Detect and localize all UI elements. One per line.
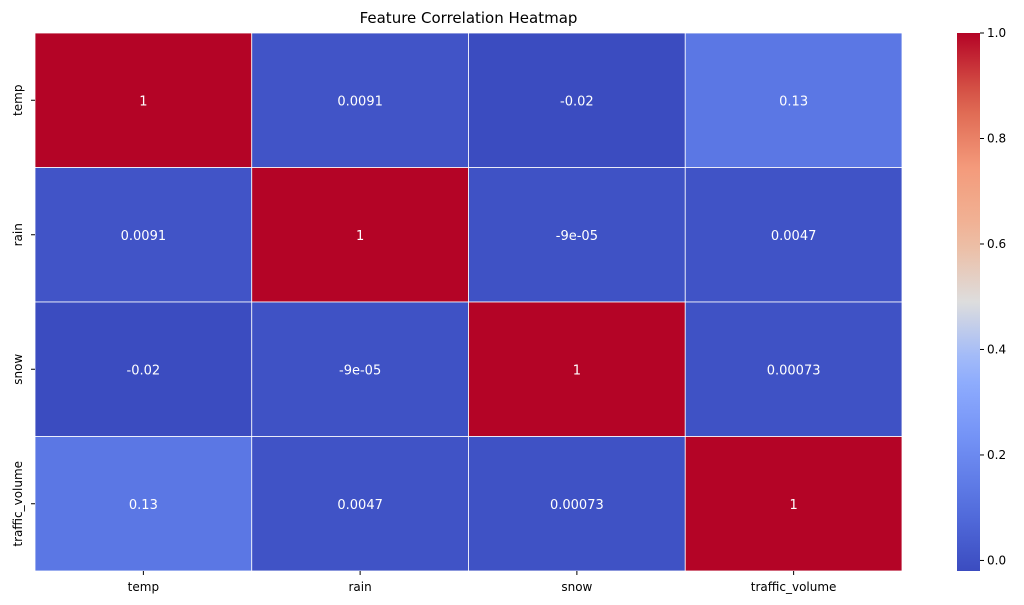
heatmap-cell (251, 301, 469, 437)
colorbar-tick-label: 0.6 (987, 237, 1006, 251)
x-tick-label: traffic_volume (751, 580, 837, 594)
y-tick-label: rain (11, 223, 25, 246)
cell-value-label: 1 (789, 498, 797, 513)
cell-value-label: 0.0091 (337, 94, 383, 109)
x-tick-label: rain (349, 580, 372, 594)
y-tick-label: traffic_volume (11, 461, 25, 547)
cell-value-label: 1 (356, 229, 364, 244)
colorbar-tick-label: 0.0 (987, 553, 1006, 567)
colorbar-gradient (957, 33, 980, 571)
y-axis: temp rain snow traffic_volume (11, 85, 35, 547)
chart-title: Feature Correlation Heatmap (360, 9, 578, 27)
heatmap-cell (34, 32, 253, 168)
heatmap-cell (251, 32, 469, 168)
heatmap-cell (251, 436, 469, 572)
x-axis: temp rain snow traffic_volume (128, 571, 837, 594)
heatmap-cell (251, 167, 469, 303)
heatmap-cell (468, 167, 686, 303)
cell-value-label: 0.0091 (121, 229, 167, 244)
y-tick-label: temp (11, 85, 25, 116)
heatmap-cell (684, 301, 903, 437)
x-tick-label: temp (128, 580, 159, 594)
cell-value-label: 0.0047 (771, 229, 817, 244)
heatmap-cell (684, 167, 903, 303)
cell-value-label: -9e-05 (556, 229, 598, 244)
cell-value-label: 0.0047 (337, 498, 383, 513)
cell-value-label: 0.13 (129, 498, 158, 513)
cell-value-label: 0.13 (779, 94, 808, 109)
y-tick-label: snow (11, 354, 25, 385)
colorbar-tick-label: 0.2 (987, 448, 1006, 462)
heatmap-cell (684, 436, 903, 572)
heatmap-cell (684, 32, 903, 168)
heatmap-cell (468, 32, 686, 168)
colorbar-tick-label: 1.0 (987, 26, 1006, 40)
heatmap-cells: 1 0.0091 -0.02 0.13 0.0091 1 -9e-05 0.0047 -0.02… (34, 32, 903, 572)
x-tick-label: snow (561, 580, 592, 594)
heatmap-cell (468, 436, 686, 572)
cell-value-label: 1 (573, 363, 581, 378)
colorbar-tick-label: 0.8 (987, 131, 1006, 145)
cell-value-label: -0.02 (560, 94, 594, 109)
cell-value-label: 0.00073 (550, 498, 604, 513)
cell-value-label: -0.02 (127, 363, 161, 378)
colorbar-tick-label: 0.4 (987, 342, 1006, 356)
colorbar: 0.0 0.2 0.4 0.6 0.8 1.0 (957, 26, 1006, 571)
cell-value-label: 0.00073 (767, 363, 821, 378)
cell-value-label: -9e-05 (339, 363, 381, 378)
heatmap-cell (34, 167, 253, 303)
cell-value-label: 1 (139, 94, 147, 109)
heatmap-cell (34, 436, 253, 572)
